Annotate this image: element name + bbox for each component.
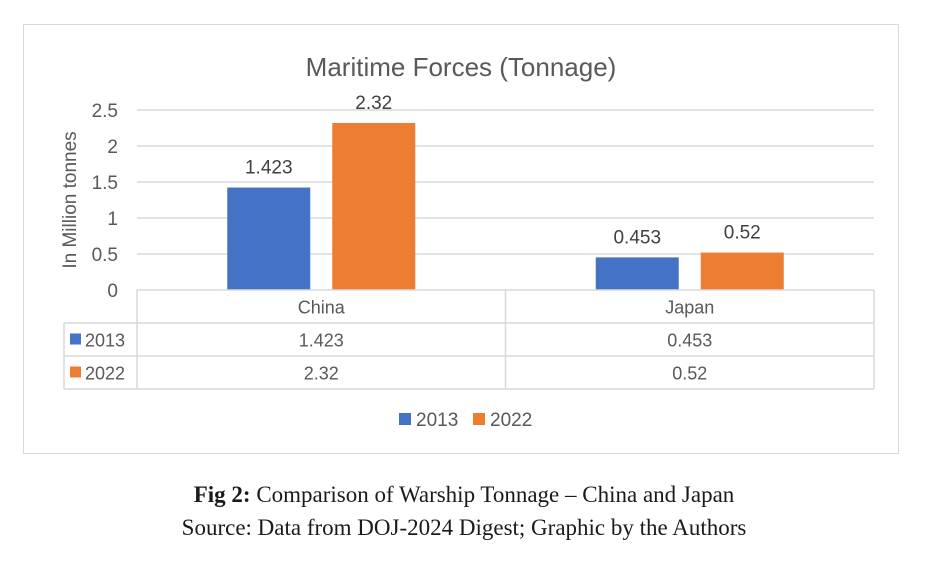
- y-axis-label: In Million tonnes: [60, 131, 81, 268]
- data-table: China Japan 2013 1.423 0.453 2022 2.32 0.52: [63, 289, 875, 390]
- y-tick-label: 0.5: [92, 245, 118, 266]
- data-label: 1.423: [245, 158, 293, 179]
- legend-label: 2013: [416, 410, 458, 431]
- figure-caption: Fig 2: Comparison of Warship Tonnage – C…: [0, 482, 928, 508]
- bar-chart: Maritime Forces (Tonnage) In Million ton…: [60, 52, 875, 431]
- legend-label: 2022: [490, 410, 532, 431]
- bar-2013-japan: [595, 257, 679, 290]
- bars: [227, 122, 784, 291]
- bar-2022-china: [332, 122, 416, 291]
- data-label: 0.453: [613, 227, 661, 248]
- table-cell: 0.52: [672, 364, 707, 384]
- legend-key-icon: [70, 333, 81, 345]
- legend-swatch-icon: [473, 413, 485, 425]
- y-tick-label: 0: [107, 281, 118, 302]
- figure-caption-text: Comparison of Warship Tonnage – China an…: [250, 482, 735, 507]
- table-row-header: 2013: [85, 331, 125, 351]
- y-tick-label: 2.5: [92, 101, 118, 122]
- table-cell: 0.453: [667, 331, 712, 351]
- y-tick-label: 2: [107, 137, 118, 158]
- table-row-header: 2022: [85, 364, 125, 384]
- data-label: 0.52: [724, 223, 761, 244]
- table-cell: 2.32: [304, 364, 339, 384]
- bar-2022-japan: [700, 252, 784, 290]
- chart-area: [23, 24, 899, 454]
- table-cell: 1.423: [299, 331, 344, 351]
- data-label: 2.32: [355, 93, 392, 114]
- y-tick-label: 1: [107, 209, 118, 230]
- table-column-header: Japan: [665, 298, 714, 318]
- legend: 2013 2022: [399, 410, 532, 431]
- legend-key-icon: [70, 366, 81, 378]
- bar-2013-china: [227, 187, 311, 290]
- data-labels: 1.423 2.32 0.453 0.52: [245, 93, 761, 248]
- y-tick-label: 1.5: [92, 173, 118, 194]
- y-tick-labels: 0 0.5 1 1.5 2 2.5: [92, 101, 118, 302]
- figure-source: Source: Data from DOJ-2024 Digest; Graph…: [181, 515, 747, 540]
- figure-label: Fig 2:: [193, 482, 251, 507]
- legend-swatch-icon: [399, 413, 411, 425]
- table-column-header: China: [298, 298, 346, 318]
- chart-title: Maritime Forces (Tonnage): [306, 52, 617, 82]
